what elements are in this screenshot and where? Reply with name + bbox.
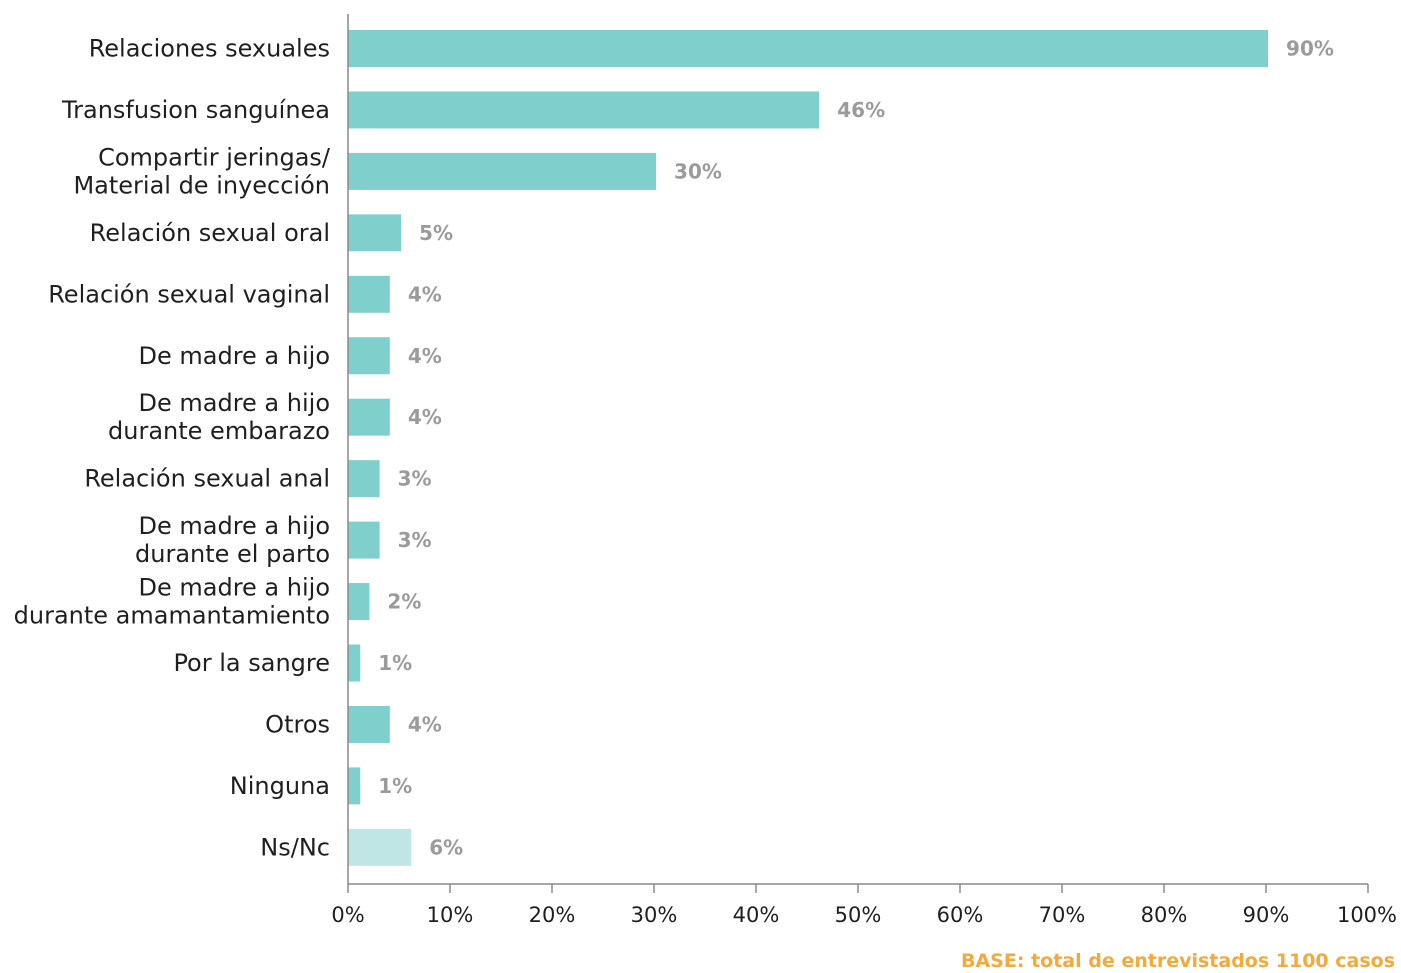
x-tick-label-2: 20% [529,903,576,927]
bar-7 [348,460,380,498]
category-label-6: De madre a hijo durante embarazo [108,389,330,445]
x-tick-label-1: 10% [427,903,474,927]
bar-10 [348,644,361,682]
x-tick-label-7: 70% [1039,903,1086,927]
x-tick-label-5: 50% [835,903,882,927]
bar-value-label-0: 90% [1286,37,1334,61]
bar-12 [348,767,361,805]
category-label-4: Relación sexual vaginal [48,280,330,308]
bar-2 [348,152,657,190]
x-tick-label-6: 60% [937,903,984,927]
bar-value-label-9: 2% [387,590,421,614]
bar-value-label-2: 30% [674,159,722,183]
bar-0 [348,30,1269,67]
category-label-0: Relaciones sexuales [89,35,330,63]
category-label-11: Otros [265,710,330,738]
bar-value-label-7: 3% [398,467,432,491]
bar-value-label-4: 4% [408,282,442,306]
category-label-3: Relación sexual oral [90,219,330,247]
bar-value-label-1: 46% [837,98,885,122]
x-tick-label-4: 40% [733,903,780,927]
bar-4 [348,275,390,313]
x-tick-label-0: 0% [331,903,364,927]
category-label-12: Ninguna [230,772,330,800]
bar-value-label-13: 6% [429,835,463,859]
category-label-1: Transfusion sanguínea [61,96,330,124]
bar-value-label-12: 1% [378,774,412,798]
x-tick-label-9: 90% [1243,903,1290,927]
bar-value-label-3: 5% [419,221,453,245]
bar-8 [348,521,380,559]
category-label-13: Ns/Nc [260,833,330,861]
bar-value-label-6: 4% [408,405,442,429]
bar-6 [348,398,390,436]
x-tick-label-10: 100% [1337,903,1397,927]
category-label-9: De madre a hijo durante amamantamiento [14,574,330,630]
category-label-5: De madre a hijo [139,342,331,370]
category-label-10: Por la sangre [173,649,330,677]
bar-3 [348,214,402,252]
bar-11 [348,705,390,743]
category-label-2: Compartir jeringas/Material de inyección [73,143,330,199]
bar-1 [348,91,820,129]
bar-value-label-5: 4% [408,344,442,368]
bar-13 [348,828,412,866]
x-tick-label-3: 30% [631,903,678,927]
bar-value-label-11: 4% [408,712,442,736]
category-label-7: Relación sexual anal [84,465,330,493]
bar-value-label-10: 1% [378,651,412,675]
category-label-8: De madre a hijo durante el parto [135,512,330,568]
bar-9 [348,583,370,621]
bar-value-label-8: 3% [398,528,432,552]
base-footnote: BASE: total de entrevistados 1100 casos [961,950,1396,972]
bar-5 [348,337,390,375]
x-tick-label-8: 80% [1141,903,1188,927]
